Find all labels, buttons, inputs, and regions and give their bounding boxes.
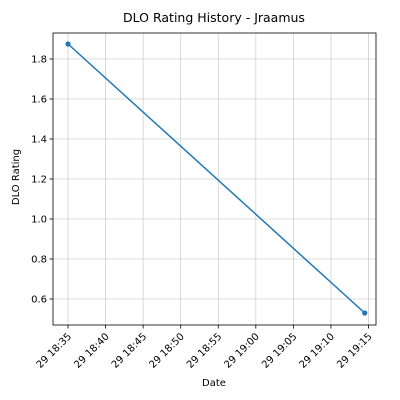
data-point (65, 41, 71, 47)
y-tick-label: 1.0 (31, 215, 47, 226)
x-tick-label: 29 19:00 (223, 331, 262, 370)
y-axis-ticks: 0.6 0.8 1.0 1.2 1.4 1.6 1.8 (31, 55, 53, 306)
y-tick-label: 0.8 (31, 255, 47, 266)
y-tick-label: 1.4 (31, 135, 47, 146)
y-tick-label: 1.6 (31, 95, 47, 106)
y-tick-label: 0.6 (31, 295, 47, 306)
series-layer (65, 41, 368, 316)
y-tick-label: 1.2 (31, 175, 47, 186)
x-tick-label: 29 18:35 (35, 331, 74, 370)
x-tick-label: 29 19:05 (260, 331, 299, 370)
chart-title: DLO Rating History - Jraamus (123, 10, 305, 25)
x-axis-label: Date (202, 378, 226, 389)
x-tick-label: 29 18:40 (72, 331, 111, 370)
x-tick-label: 29 18:50 (147, 331, 186, 370)
x-tick-label: 29 18:45 (110, 331, 149, 370)
y-tick-label: 1.8 (31, 55, 47, 66)
x-tick-label: 29 19:15 (335, 331, 374, 370)
series-line (67, 43, 366, 314)
data-point (362, 310, 368, 316)
x-tick-label: 29 18:55 (185, 331, 224, 370)
y-axis-label: DLO Rating (11, 149, 22, 205)
grid-lines (53, 33, 376, 325)
x-tick-label: 29 19:10 (298, 331, 337, 370)
